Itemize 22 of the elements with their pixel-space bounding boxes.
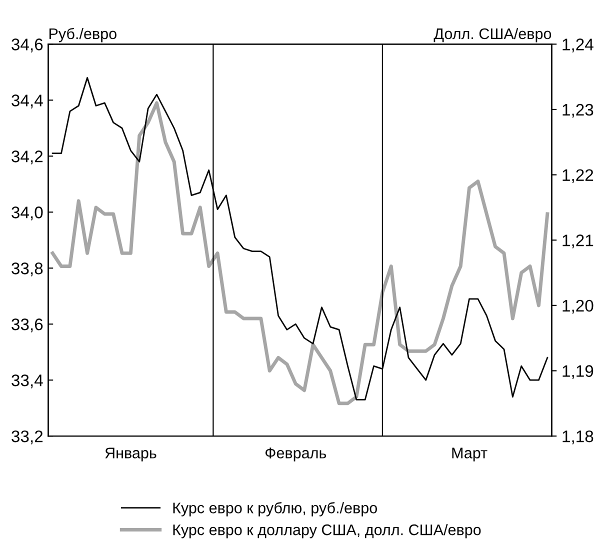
y-tick-label: 33,4 bbox=[12, 374, 43, 388]
y2-tick-label: 1,24 bbox=[562, 38, 594, 52]
y2-tick-label: 1,22 bbox=[562, 169, 594, 183]
y2-tick-label: 1,20 bbox=[562, 300, 594, 314]
y-tick-label: 34,6 bbox=[12, 38, 43, 52]
y2-tick-label: 1,23 bbox=[562, 104, 594, 118]
y-tick-label: 34,4 bbox=[12, 94, 43, 108]
y2-tick-label: 1,19 bbox=[562, 365, 594, 379]
y-tick-label: 33,8 bbox=[12, 262, 43, 276]
x-tick-label: Январь bbox=[105, 448, 156, 462]
y-axis-title: Руб./евро bbox=[49, 28, 116, 42]
y2-tick-label: 1,18 bbox=[562, 430, 594, 444]
legend-label: Курс евро к рублю, руб./евро bbox=[173, 502, 377, 516]
y2-axis-title: Долл. США/евро bbox=[434, 28, 552, 42]
legend-label: Курс евро к доллару США, долл. США/евро bbox=[173, 524, 481, 538]
x-tick-label: Февраль bbox=[265, 448, 326, 462]
y-tick-label: 34,0 bbox=[12, 206, 43, 220]
y2-tick-label: 1,21 bbox=[562, 234, 594, 248]
y-tick-label: 34,2 bbox=[12, 150, 43, 164]
y-tick-label: 33,2 bbox=[12, 430, 43, 444]
x-tick-label: Март bbox=[452, 448, 488, 462]
y-tick-label: 33,6 bbox=[12, 318, 43, 332]
